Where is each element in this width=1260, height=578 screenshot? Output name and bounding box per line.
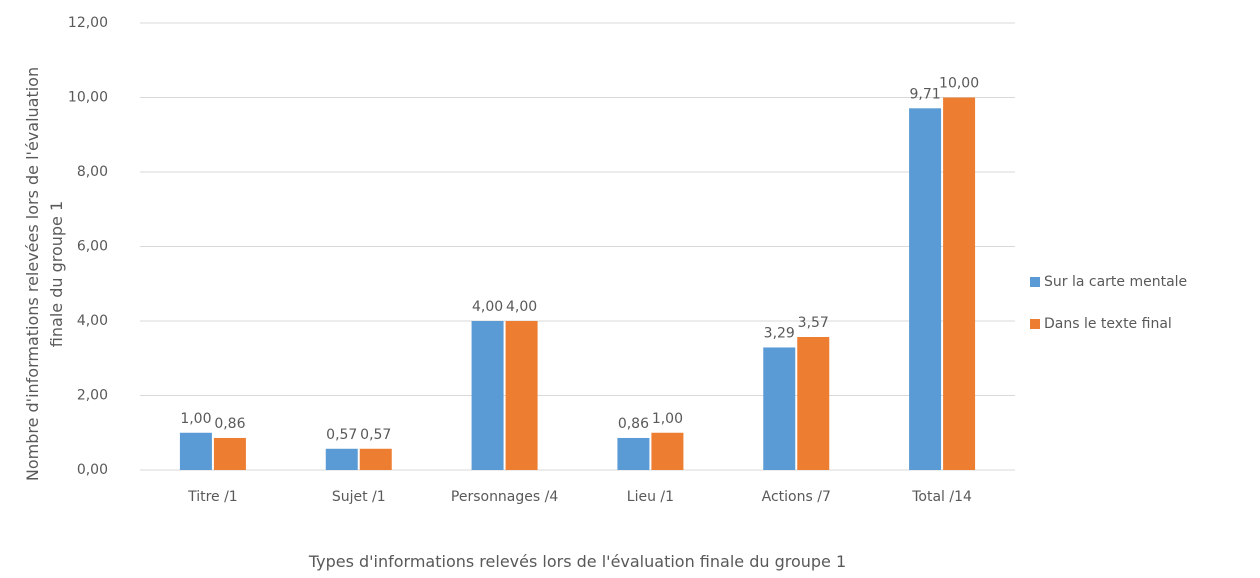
bar — [179, 432, 212, 470]
value-label: 0,57 — [360, 427, 391, 443]
legend-swatch — [1030, 277, 1040, 287]
x-tick-label: Actions /7 — [761, 489, 831, 505]
y-tick-label: 8,00 — [77, 164, 108, 180]
value-label: 0,86 — [214, 416, 245, 432]
legend-label: Sur la carte mentale — [1044, 274, 1187, 290]
x-tick-label: Sujet /1 — [331, 489, 386, 505]
bar — [213, 437, 246, 470]
bar — [471, 321, 504, 470]
y-tick-label: 0,00 — [77, 462, 108, 478]
value-label: 9,71 — [909, 86, 940, 102]
x-tick-label: Total /14 — [912, 489, 972, 505]
value-label: 1,00 — [180, 411, 211, 427]
bar — [763, 347, 796, 470]
bar — [325, 448, 358, 470]
value-label: 0,86 — [618, 416, 649, 432]
y-axis-title: Nombre d'informations relevées lors de l… — [23, 66, 66, 482]
legend-swatch — [1030, 319, 1040, 329]
value-label: 10,00 — [939, 76, 979, 92]
legend-label: Dans le texte final — [1044, 316, 1172, 332]
y-tick-label: 2,00 — [77, 388, 108, 404]
bar — [797, 337, 830, 470]
y-tick-label: 6,00 — [77, 239, 108, 255]
y-tick-label: 12,00 — [68, 15, 108, 31]
bar — [943, 97, 976, 470]
value-label: 0,57 — [326, 427, 357, 443]
value-label: 4,00 — [472, 299, 503, 315]
value-label: 4,00 — [506, 299, 537, 315]
bar — [909, 108, 942, 471]
value-label: 3,57 — [798, 315, 829, 331]
x-axis-title: Types d'informations relevés lors de l'é… — [308, 552, 847, 571]
y-tick-label: 10,00 — [68, 90, 108, 106]
y-tick-label: 4,00 — [77, 313, 108, 329]
value-label: 3,29 — [764, 325, 795, 341]
bar — [617, 437, 650, 470]
x-tick-label: Lieu /1 — [626, 489, 675, 505]
bar — [505, 321, 538, 470]
x-tick-label: Titre /1 — [188, 489, 238, 505]
x-tick-label: Personnages /4 — [450, 489, 559, 505]
bar — [651, 432, 684, 470]
value-label: 1,00 — [652, 411, 683, 427]
bar — [359, 448, 392, 470]
